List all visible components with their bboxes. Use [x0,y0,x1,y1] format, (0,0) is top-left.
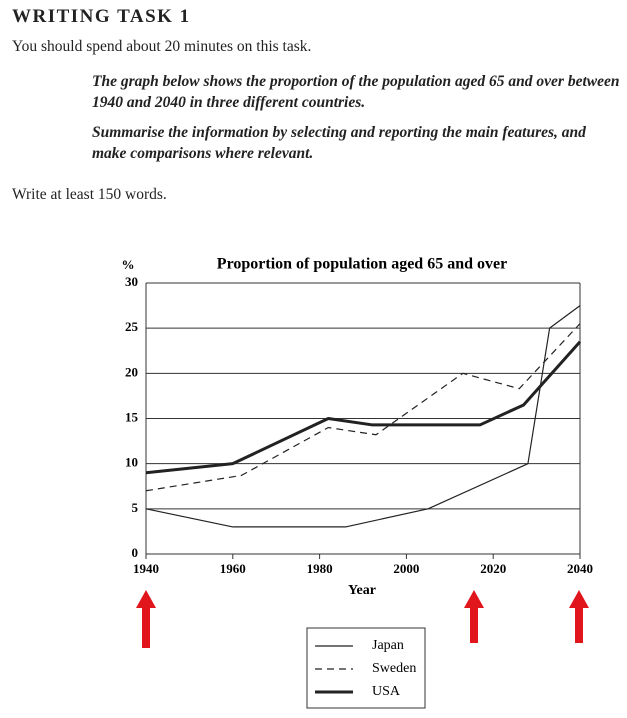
y-tick-label: 5 [132,500,139,515]
y-tick-label: 25 [125,319,139,334]
chart-title: Proportion of population aged 65 and ove… [217,256,507,273]
x-axis-label: Year [348,583,376,598]
arrow [569,590,589,643]
task-title: WRITING TASK 1 [12,6,191,27]
x-tick-label: 2000 [393,561,419,576]
arrow [136,590,156,648]
x-tick-label: 1980 [307,561,333,576]
instruction: You should spend about 20 minutes on thi… [12,38,312,55]
legend-box [306,627,426,709]
y-tick-label: 15 [125,409,139,424]
y-axis-label: % [122,257,135,272]
word-count: Write at least 150 words. [12,186,167,203]
y-tick-label: 10 [125,455,138,470]
y-tick-label: 20 [125,364,138,379]
x-tick-label: 1960 [220,561,246,576]
prompt: Summarise the information by selecting a… [92,124,586,162]
arrow [464,590,484,643]
prompt: The graph below shows the proportion of … [92,73,620,111]
legend-label: Japan [372,638,404,653]
y-tick-label: 30 [125,274,138,289]
series-line [145,305,581,528]
legend-label: Sweden [372,661,416,676]
x-tick-label: 1940 [133,561,159,576]
arrows [136,590,589,648]
legend-label: USA [372,684,401,699]
series-line [145,340,582,475]
x-tick-label: 2040 [567,561,593,576]
x-tick-label: 2020 [480,561,506,576]
series-line [145,323,581,492]
y-tick-label: 0 [132,545,139,560]
